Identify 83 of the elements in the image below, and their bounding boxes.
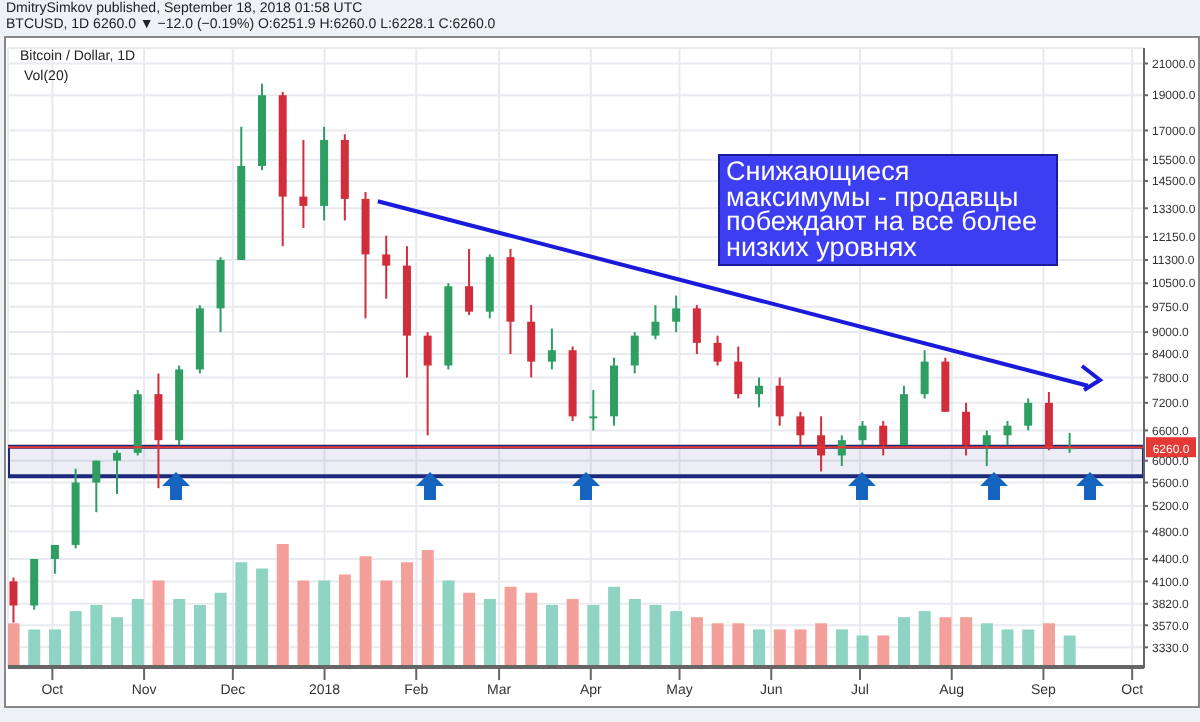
candlestick: [858, 419, 867, 447]
bar: [297, 580, 310, 666]
bar: [442, 580, 455, 666]
bar: [48, 629, 61, 666]
candlestick: [1024, 397, 1033, 432]
bar: [608, 586, 621, 666]
bar: [711, 623, 724, 666]
bar: [877, 635, 890, 666]
bar: [28, 629, 41, 666]
candlestick: [713, 334, 722, 367]
candlestick: [589, 388, 598, 432]
bar: [960, 617, 973, 666]
bar: [504, 586, 517, 666]
bar: [235, 562, 248, 666]
bar: [8, 623, 20, 666]
bar: [525, 592, 538, 666]
bar: [90, 605, 103, 666]
bar: [690, 617, 703, 666]
candlestick: [630, 331, 639, 375]
candlestick: [1003, 419, 1012, 447]
candlestick: [754, 376, 763, 409]
bar: [898, 617, 911, 666]
bar: [152, 580, 165, 666]
bar: [649, 605, 662, 666]
bar: [566, 598, 579, 666]
bar: [587, 605, 600, 666]
bar: [359, 556, 372, 666]
bar: [545, 605, 558, 666]
candlestick: [92, 459, 101, 514]
bar: [753, 629, 766, 666]
bar: [980, 623, 993, 666]
bar: [276, 544, 289, 666]
bar: [732, 623, 745, 666]
bar: [835, 629, 848, 666]
candlestick: [30, 558, 39, 611]
candlestick: [547, 327, 556, 371]
bar: [1063, 635, 1076, 666]
bar: [193, 605, 206, 666]
bar: [111, 617, 124, 666]
candlestick: [879, 419, 888, 457]
candlestick: [734, 345, 743, 400]
bar: [318, 580, 331, 666]
candlestick: [672, 294, 681, 334]
bar: [815, 623, 828, 666]
bar: [1042, 623, 1055, 666]
bar: [918, 611, 931, 666]
candlestick: [775, 376, 784, 427]
candlestick: [154, 372, 163, 490]
candlestick: [299, 138, 308, 229]
bar: [670, 611, 683, 666]
bar: [794, 629, 807, 666]
bar: [401, 562, 414, 666]
candlestick: [423, 331, 432, 437]
candlestick: [962, 401, 971, 457]
bar: [939, 617, 952, 666]
bar: [483, 598, 496, 666]
bar: [380, 580, 393, 666]
candlestick: [382, 234, 391, 300]
bar: [214, 592, 227, 666]
bar: [628, 598, 641, 666]
bar: [131, 598, 144, 666]
bar: [421, 550, 434, 666]
candlestick: [796, 410, 805, 447]
candlestick: [1044, 391, 1053, 452]
bar: [856, 635, 869, 666]
candlestick: [465, 247, 474, 316]
candlestick: [50, 543, 59, 575]
candlestick: [527, 304, 536, 379]
candlestick: [651, 304, 660, 341]
bar: [338, 574, 351, 666]
bar: [1001, 629, 1014, 666]
candlestick: [113, 449, 122, 496]
bar: [463, 592, 476, 666]
bar: [773, 629, 786, 666]
candlestick: [692, 304, 701, 355]
bar: [69, 611, 82, 666]
bar: [256, 568, 269, 666]
candlestick: [920, 349, 929, 400]
bar: [1022, 629, 1035, 666]
annotation: Снижающиеся максимумы - продавцы побеждают на все более низких уровнях: [718, 154, 1058, 266]
candlestick: [9, 576, 18, 624]
candlestick: [982, 429, 991, 467]
bar: [173, 598, 186, 666]
